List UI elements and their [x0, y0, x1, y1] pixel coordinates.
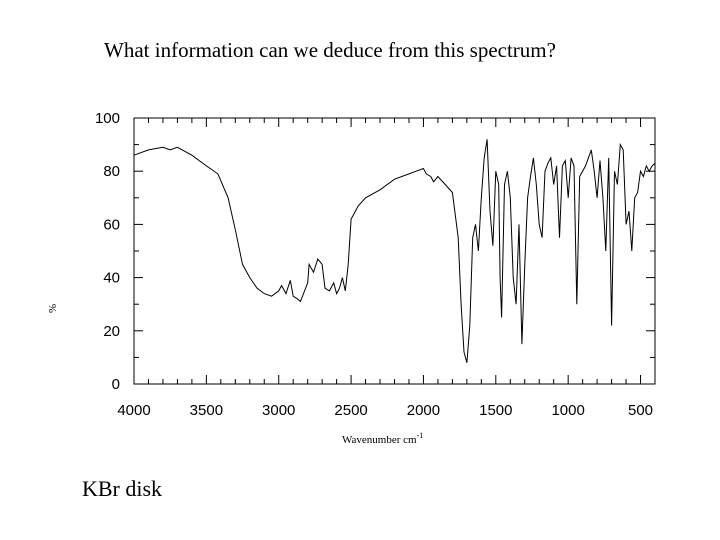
tick-labels: 4000 3500 3000 2500 2000 1500 1000 500 0 20 40 60 80… — [95, 110, 653, 419]
x-tick-label: 1000 — [551, 402, 584, 419]
spectrum-line — [133, 139, 656, 363]
x-tick-label: 3000 — [262, 402, 295, 419]
y-tick-label: 0 — [112, 376, 120, 393]
y-tick-label: 20 — [103, 323, 120, 340]
sample-caption: KBr disk — [82, 476, 163, 501]
x-tick-label: 2500 — [334, 402, 367, 419]
x-axis-label-superscript: -1 — [417, 431, 424, 440]
plot-frame — [133, 117, 656, 385]
y-axis-label: % — [47, 304, 59, 313]
y-tick-label: 100 — [95, 110, 120, 127]
y-tick-label: 60 — [103, 216, 120, 233]
y-tick-label: 40 — [103, 270, 120, 287]
axis-ticks — [133, 117, 655, 385]
x-tick-label: 4000 — [117, 402, 150, 419]
x-tick-label: 2000 — [407, 402, 440, 419]
x-axis-label: Wavenumber cm-1 — [342, 431, 423, 446]
x-tick-label: 3500 — [190, 402, 223, 419]
slide-question: What information can we deduce from this… — [104, 38, 556, 62]
y-tick-label: 80 — [103, 163, 120, 180]
x-tick-label: 500 — [628, 402, 653, 419]
x-tick-label: 1500 — [479, 402, 512, 419]
x-axis-label-text: Wavenumber cm — [342, 434, 417, 446]
